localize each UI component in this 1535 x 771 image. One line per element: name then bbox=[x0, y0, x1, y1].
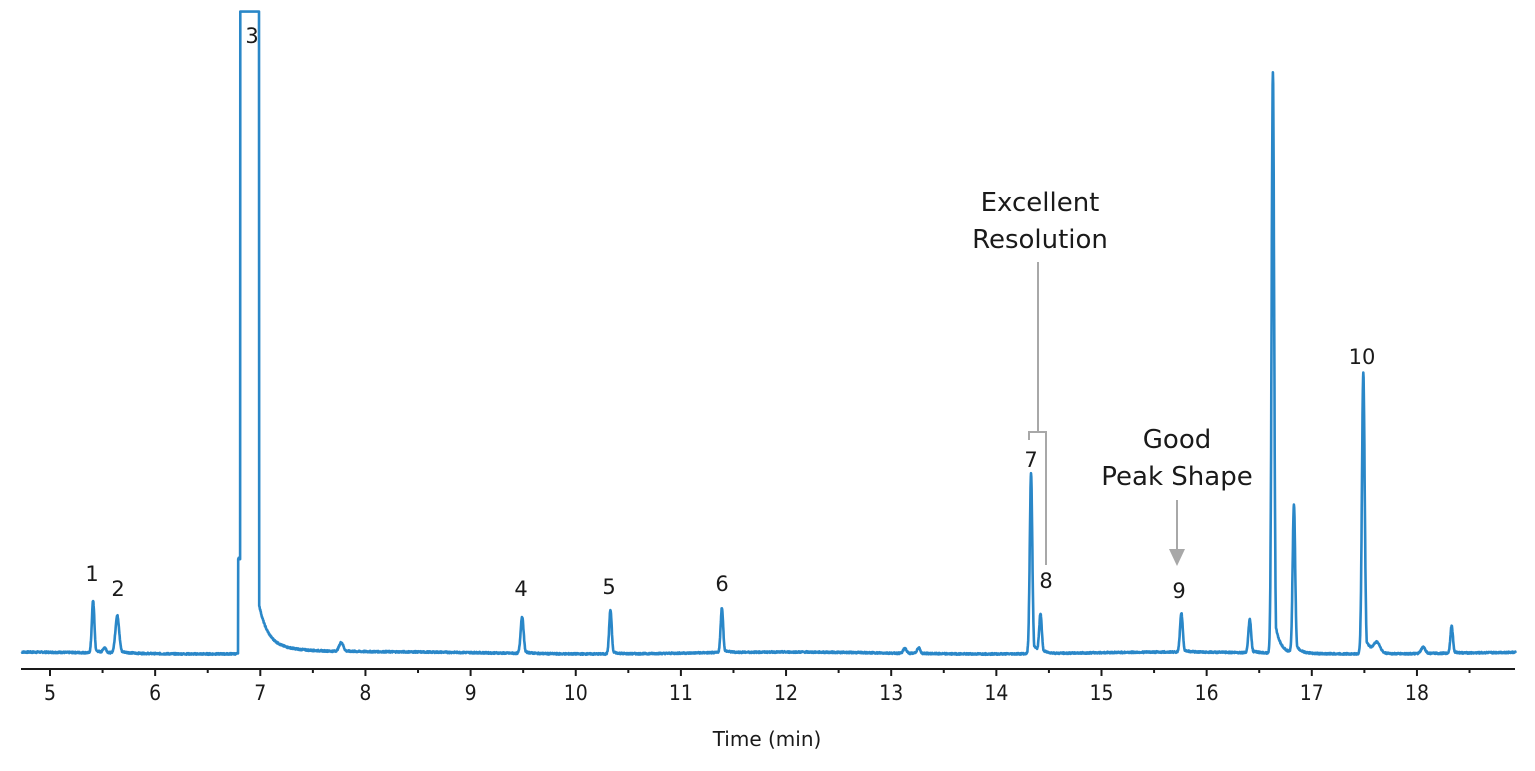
peak-label-8: 8 bbox=[1039, 569, 1052, 593]
peak-label-7: 7 bbox=[1024, 448, 1037, 472]
peak-label-6: 6 bbox=[715, 572, 728, 596]
tick-label: 12 bbox=[774, 681, 798, 705]
tick-label: 6 bbox=[149, 681, 161, 705]
annotation-good-peak-shape: Good Peak Shape bbox=[1101, 425, 1253, 566]
peak-label-10: 10 bbox=[1349, 345, 1376, 369]
tick-label: 9 bbox=[465, 681, 477, 705]
chromatogram-line bbox=[20, 10, 1517, 656]
x-axis-ticks: 5 6 7 8 9 10 11 12 13 14 15 16 17 18 bbox=[44, 669, 1471, 705]
annotation-text-line2: Resolution bbox=[972, 225, 1108, 255]
peak-label-4: 4 bbox=[514, 577, 527, 601]
tick-label: 5 bbox=[44, 681, 56, 705]
peak-label-3: 3 bbox=[245, 24, 258, 48]
peak-label-5: 5 bbox=[602, 575, 615, 599]
arrow-down-icon bbox=[1169, 500, 1185, 566]
peak-label-2: 2 bbox=[111, 577, 124, 601]
annotation-excellent-resolution: Excellent Resolution bbox=[972, 188, 1108, 565]
tick-label: 16 bbox=[1195, 681, 1219, 705]
peak-labels: 12 3 4 5 6 7 8 9 10 bbox=[85, 24, 1375, 603]
annotation-text-line1: Good bbox=[1143, 425, 1211, 455]
tick-label: 11 bbox=[669, 681, 693, 705]
bracket-connector bbox=[1028, 262, 1047, 565]
chromatogram-trace bbox=[20, 10, 1517, 656]
tick-label: 7 bbox=[254, 681, 266, 705]
peak-label-9: 9 bbox=[1172, 579, 1185, 603]
tick-label: 8 bbox=[359, 681, 371, 705]
tick-label: 15 bbox=[1089, 681, 1113, 705]
tick-label: 17 bbox=[1300, 681, 1324, 705]
peak-label-1: 1 bbox=[85, 562, 98, 586]
tick-label: 14 bbox=[984, 681, 1008, 705]
tick-label: 10 bbox=[564, 681, 588, 705]
tick-label: 13 bbox=[879, 681, 903, 705]
annotation-text-line1: Excellent bbox=[981, 188, 1100, 218]
tick-label: 18 bbox=[1405, 681, 1429, 705]
x-axis-label: Time (min) bbox=[712, 727, 822, 751]
annotation-text-line2: Peak Shape bbox=[1101, 462, 1252, 492]
